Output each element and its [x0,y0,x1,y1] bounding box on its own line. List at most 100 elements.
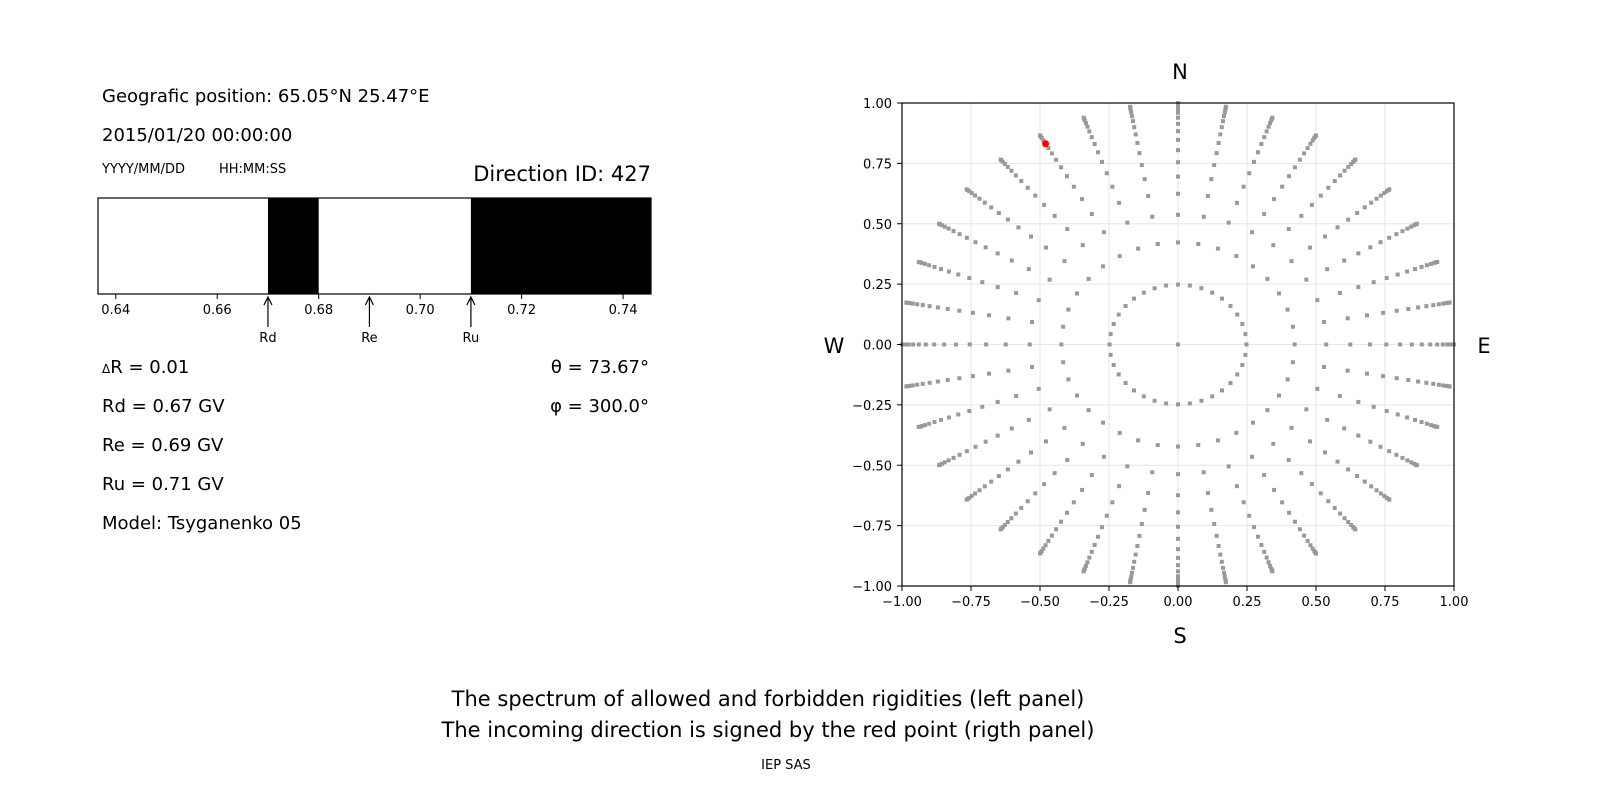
direction-point [1038,133,1043,138]
direction-point [1259,542,1264,547]
direction-point [1384,342,1389,347]
x-tick-label: 0.70 [406,303,435,318]
y-tick-label: 0.25 [863,278,892,293]
direction-point [1447,384,1452,389]
direction-point [1141,290,1146,295]
direction-point [1176,493,1180,498]
direction-point [1251,525,1256,530]
direction-point [1265,408,1270,413]
direction-point [1014,290,1019,295]
direction-point [1066,307,1071,312]
direction-point [980,280,985,285]
direction-point [1042,482,1047,487]
direction-point [1137,533,1142,538]
direction-point [1036,298,1041,303]
direction-point [1228,380,1233,385]
direction-point [1066,377,1071,382]
direction-point [1054,527,1059,532]
direction-point [946,415,951,420]
direction-point [1046,538,1051,543]
direction-point [1033,491,1038,496]
direction-point [1101,454,1106,459]
direction-point [1342,516,1347,521]
direction-point [957,452,962,457]
direction-point [1292,165,1297,170]
direction-point [1123,304,1128,309]
y-tick-label: 0.50 [863,218,892,233]
direction-point [1080,243,1085,248]
rd-param: Rd = 0.67 GV [102,396,225,417]
direction-point [916,259,921,264]
direction-point [1176,536,1180,541]
x-tick-label: 0.68 [304,303,333,318]
direction-point [1176,402,1180,407]
direction-point [1321,365,1326,370]
direction-point [1176,563,1180,568]
direction-point [1005,164,1010,169]
direction-point [1353,157,1358,162]
direction-point [904,300,909,305]
direction-point [1176,160,1180,165]
direction-point [1234,430,1239,435]
direction-point [1027,342,1032,347]
direction-point [1176,510,1180,515]
direction-point [1003,342,1008,347]
direction-point [1047,277,1052,282]
caption-line-2: The incoming direction is signed by the … [441,718,1095,742]
direction-point [1289,425,1294,430]
direction-point [1187,401,1192,406]
direction-point [1071,184,1076,189]
direction-point [1264,555,1269,560]
direction-point [1086,408,1091,413]
direction-point [946,226,951,231]
direction-point [1087,555,1092,560]
direction-point [1387,235,1392,240]
direction-point [1318,491,1323,496]
direction-point [1326,499,1331,504]
direction-point [1292,342,1297,347]
theta-param: θ = 73.67° [551,357,649,378]
direction-point [1435,425,1440,430]
direction-point [1215,246,1220,251]
direction-point [1444,301,1449,306]
direction-point [1378,444,1383,449]
direction-point [1431,381,1436,386]
direction-point [1356,285,1361,290]
direction-point [980,404,985,409]
direction-point [1355,210,1360,215]
direction-point [969,191,974,196]
direction-point [1052,471,1057,476]
direction-point [1139,521,1144,526]
direction-point [1219,559,1224,564]
direction-point [1092,542,1097,547]
y-tick-label: 0.00 [863,339,892,354]
direction-point [1176,574,1180,579]
direction-point [1335,459,1340,464]
direction-point [998,157,1003,162]
direction-point [1049,533,1054,538]
direction-point [1080,197,1085,202]
x-tick-label: −0.25 [1089,595,1129,610]
direction-point [1080,487,1085,492]
x-tick-label: 0.75 [1371,595,1400,610]
direction-point [1323,234,1328,239]
direction-point [1337,394,1342,399]
direction-point [951,455,956,460]
direction-point [995,399,1000,404]
direction-point [1128,104,1133,109]
direction-point [973,193,978,198]
direction-point [1318,193,1323,198]
direction-point [1065,227,1070,232]
direction-point [1216,543,1221,548]
direction-point [1116,372,1121,377]
direction-point [1214,151,1219,156]
direction-point [1277,393,1282,398]
direction-point [932,264,937,269]
direction-point [1152,398,1157,403]
direction-point [1222,574,1227,579]
direction-point [1307,245,1312,250]
direction-point [1116,312,1121,317]
direction-point [1111,322,1116,327]
direction-point [907,301,912,306]
